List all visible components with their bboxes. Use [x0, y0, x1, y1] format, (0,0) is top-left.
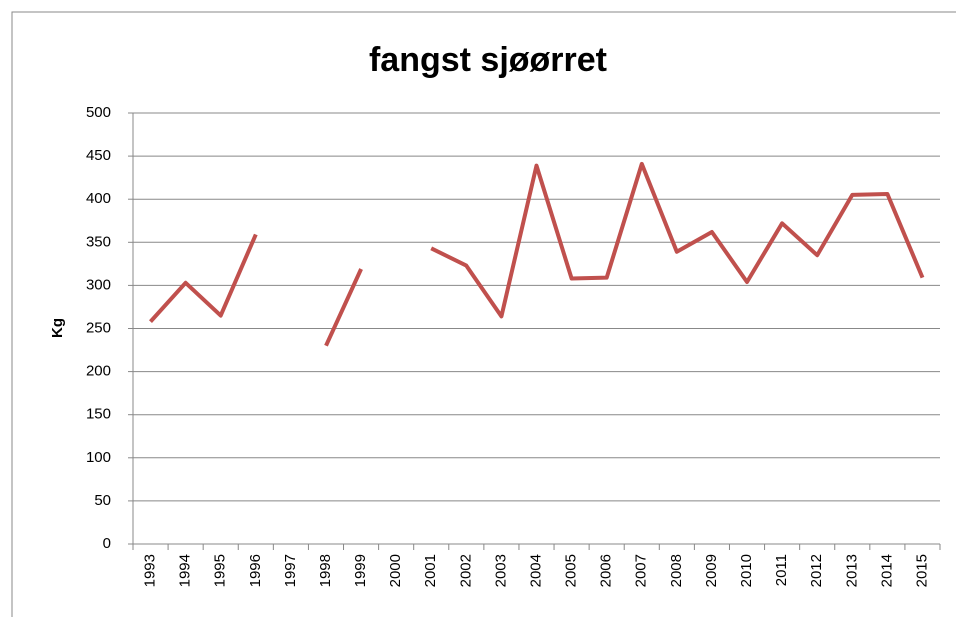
y-tick-label: 0: [103, 535, 111, 552]
x-tick-label: 2015: [913, 554, 930, 587]
x-tick-label: 2005: [563, 554, 580, 587]
x-tick-label: 2000: [387, 554, 404, 587]
x-tick-label: 2002: [457, 554, 474, 587]
y-tick-label: 100: [86, 449, 111, 466]
x-tick-label: 2006: [598, 554, 615, 587]
x-tick-label: 2011: [773, 554, 790, 586]
data-line: [149, 161, 925, 347]
y-axis-title: Kg: [49, 318, 66, 338]
x-tick-label: 2012: [808, 554, 825, 587]
x-tick-label: 2013: [843, 554, 860, 587]
x-tick-label: 2003: [492, 554, 509, 587]
x-tick-label: 1996: [247, 554, 264, 587]
x-tick-label: 2008: [668, 554, 685, 587]
y-tick-label: 350: [86, 233, 111, 250]
y-tick-label: 50: [94, 492, 111, 509]
x-tick-label: 1993: [142, 554, 159, 587]
x-tick-label: 2004: [527, 554, 544, 587]
x-tick-label: 1997: [282, 554, 299, 587]
x-tick-label: 1995: [212, 554, 229, 587]
x-tick-label: 1999: [352, 554, 369, 587]
y-tick-label: 300: [86, 276, 111, 293]
y-tick-label: 150: [86, 406, 111, 423]
y-tick-label: 250: [86, 319, 111, 336]
x-tick-label: 2001: [422, 554, 439, 587]
x-tick-label: 2009: [703, 554, 720, 587]
x-tick-label: 2014: [878, 554, 895, 587]
y-tick-label: 450: [86, 147, 111, 164]
x-tick-label: 2007: [633, 554, 650, 587]
y-tick-label: 200: [86, 363, 111, 380]
y-tick-label: 400: [86, 190, 111, 207]
x-tick-label: 1998: [317, 554, 334, 587]
x-tick-label: 1994: [177, 554, 194, 587]
x-tick-label: 2010: [738, 554, 755, 587]
y-tick-label: 500: [86, 104, 111, 121]
chart-title: fangst sjøørret: [369, 41, 607, 79]
chart-frame: [11, 11, 956, 617]
